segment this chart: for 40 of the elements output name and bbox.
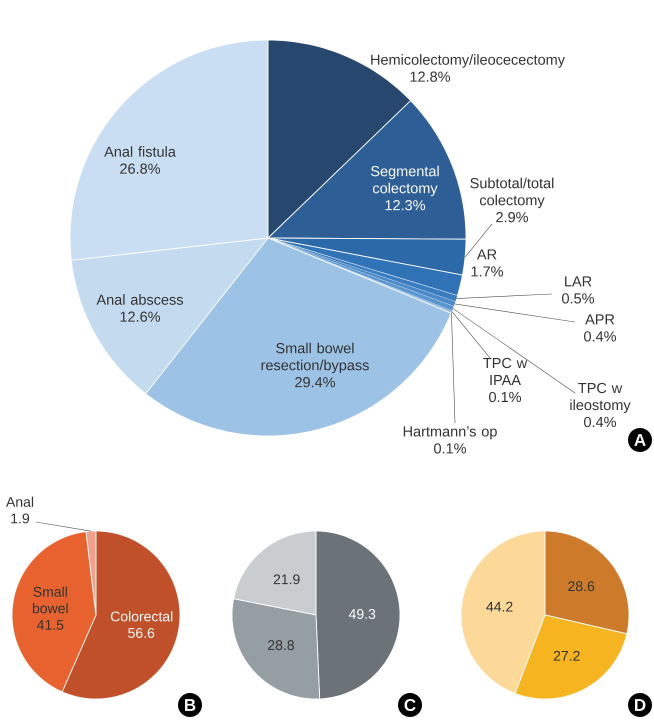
data-label: 49.3 [348,609,376,619]
slice-label: APR [585,314,614,324]
slice-label: Small bowel [32,586,68,614]
text: D [635,699,646,711]
data-label: 0.5% [562,293,594,304]
text: B [185,699,196,711]
data-label: 1.7% [472,266,504,277]
slice-label: Anal fistula [104,146,176,157]
slice-label: Segmental colectomy [371,166,439,196]
data-label: 0.4% [584,416,616,428]
data-label: 28.8 [268,640,294,650]
data-label: 26.8% [120,164,160,174]
data-label: 12.8% [410,72,450,82]
data-label: 28.6 [568,581,594,592]
data-label: 41.5 [36,620,64,630]
data-label: 27.2 [554,650,580,661]
slice-label: Hemicolectomy/ileocecectomy [371,54,565,68]
slice-label: LAR [565,276,592,286]
data-label: 12.6% [120,312,160,322]
data-label: 29.4% [295,377,336,388]
data-label: 44.2 [486,602,512,612]
slice-label: Anal [6,496,34,507]
data-label: 21.9 [274,574,300,584]
data-label: 0.4% [584,331,616,342]
slice-label: AR [476,249,496,260]
slice-label: Small bowel resection/bypass [262,342,369,374]
slice-label: Hartmann’s op [404,426,497,440]
slice-label: Colorectal [110,611,172,622]
slice-label: Anal abscess [96,294,183,305]
slice-label: Subtotal/total colectomy [470,178,554,208]
data-label: 0.1% [489,392,522,402]
data-label: 1.9 [11,513,30,524]
data-label: 12.3% [386,200,426,210]
data-label: 56.6 [128,628,154,638]
slice-label: TPC w ileostomy [570,382,631,413]
text: A [634,434,646,446]
text: C [404,698,416,712]
slice-label: TPC w IPAA [483,358,528,385]
data-label: 0.1% [434,443,466,454]
data-label: 2.9% [496,212,528,222]
